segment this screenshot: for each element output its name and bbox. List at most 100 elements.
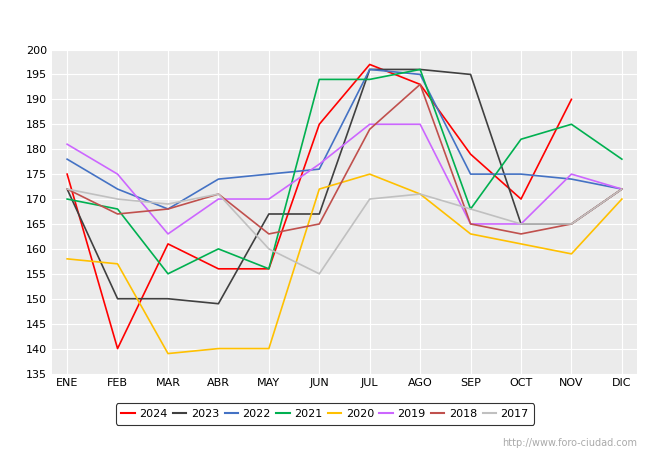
2022: [517, 171, 525, 177]
2021: [567, 122, 575, 127]
2021: [114, 206, 122, 211]
2018: [315, 221, 323, 227]
2020: [416, 191, 424, 197]
2024: [567, 97, 575, 102]
2019: [63, 141, 71, 147]
2024: [315, 122, 323, 127]
2020: [618, 196, 626, 202]
2019: [416, 122, 424, 127]
2020: [164, 351, 172, 356]
2024: [164, 241, 172, 247]
2023: [416, 67, 424, 72]
2017: [315, 271, 323, 276]
2021: [214, 246, 222, 252]
2018: [265, 231, 273, 237]
2017: [265, 246, 273, 252]
2018: [618, 186, 626, 192]
2017: [63, 186, 71, 192]
2024: [416, 82, 424, 87]
2017: [366, 196, 374, 202]
2023: [114, 296, 122, 302]
2023: [164, 296, 172, 302]
2023: [214, 301, 222, 306]
2017: [416, 191, 424, 197]
2022: [315, 166, 323, 172]
2023: [567, 221, 575, 227]
2020: [214, 346, 222, 351]
Line: 2022: 2022: [67, 69, 622, 209]
2019: [265, 196, 273, 202]
2018: [366, 126, 374, 132]
2024: [114, 346, 122, 351]
2018: [114, 212, 122, 217]
2023: [366, 67, 374, 72]
2017: [114, 196, 122, 202]
2017: [517, 221, 525, 227]
2020: [114, 261, 122, 266]
2022: [416, 72, 424, 77]
2021: [618, 157, 626, 162]
2022: [214, 176, 222, 182]
Line: 2024: 2024: [67, 64, 571, 349]
2020: [315, 186, 323, 192]
2021: [63, 196, 71, 202]
2022: [63, 157, 71, 162]
2023: [315, 212, 323, 217]
2017: [618, 186, 626, 192]
2023: [467, 72, 474, 77]
2019: [517, 221, 525, 227]
2020: [63, 256, 71, 261]
2021: [265, 266, 273, 271]
Legend: 2024, 2023, 2022, 2021, 2020, 2019, 2018, 2017: 2024, 2023, 2022, 2021, 2020, 2019, 2018…: [116, 404, 534, 424]
2018: [567, 221, 575, 227]
2018: [517, 231, 525, 237]
2018: [214, 191, 222, 197]
2019: [315, 162, 323, 167]
2022: [618, 186, 626, 192]
2019: [366, 122, 374, 127]
2024: [467, 152, 474, 157]
2019: [618, 186, 626, 192]
2019: [567, 171, 575, 177]
2024: [214, 266, 222, 271]
2017: [567, 221, 575, 227]
Line: 2020: 2020: [67, 174, 622, 354]
Line: 2018: 2018: [67, 85, 622, 234]
Line: 2023: 2023: [67, 69, 622, 304]
2017: [164, 201, 172, 207]
2020: [517, 241, 525, 247]
2020: [567, 251, 575, 256]
2022: [567, 176, 575, 182]
2019: [214, 196, 222, 202]
2020: [467, 231, 474, 237]
2019: [164, 231, 172, 237]
Text: http://www.foro-ciudad.com: http://www.foro-ciudad.com: [502, 438, 637, 448]
2019: [114, 171, 122, 177]
2023: [63, 186, 71, 192]
Line: 2019: 2019: [67, 124, 622, 234]
2018: [164, 206, 172, 211]
2023: [517, 221, 525, 227]
Text: Afiliados en Hornos a 30/11/2024: Afiliados en Hornos a 30/11/2024: [175, 9, 475, 27]
2018: [63, 186, 71, 192]
2022: [265, 171, 273, 177]
2018: [416, 82, 424, 87]
2022: [164, 206, 172, 211]
2024: [265, 266, 273, 271]
2024: [366, 62, 374, 67]
2019: [467, 221, 474, 227]
2018: [467, 221, 474, 227]
2023: [618, 186, 626, 192]
2022: [467, 171, 474, 177]
2017: [214, 191, 222, 197]
2021: [416, 67, 424, 72]
2021: [366, 76, 374, 82]
2024: [517, 196, 525, 202]
2020: [366, 171, 374, 177]
Line: 2021: 2021: [67, 69, 622, 274]
2023: [265, 212, 273, 217]
2024: [63, 171, 71, 177]
Line: 2017: 2017: [67, 189, 622, 274]
2021: [517, 136, 525, 142]
2021: [164, 271, 172, 276]
